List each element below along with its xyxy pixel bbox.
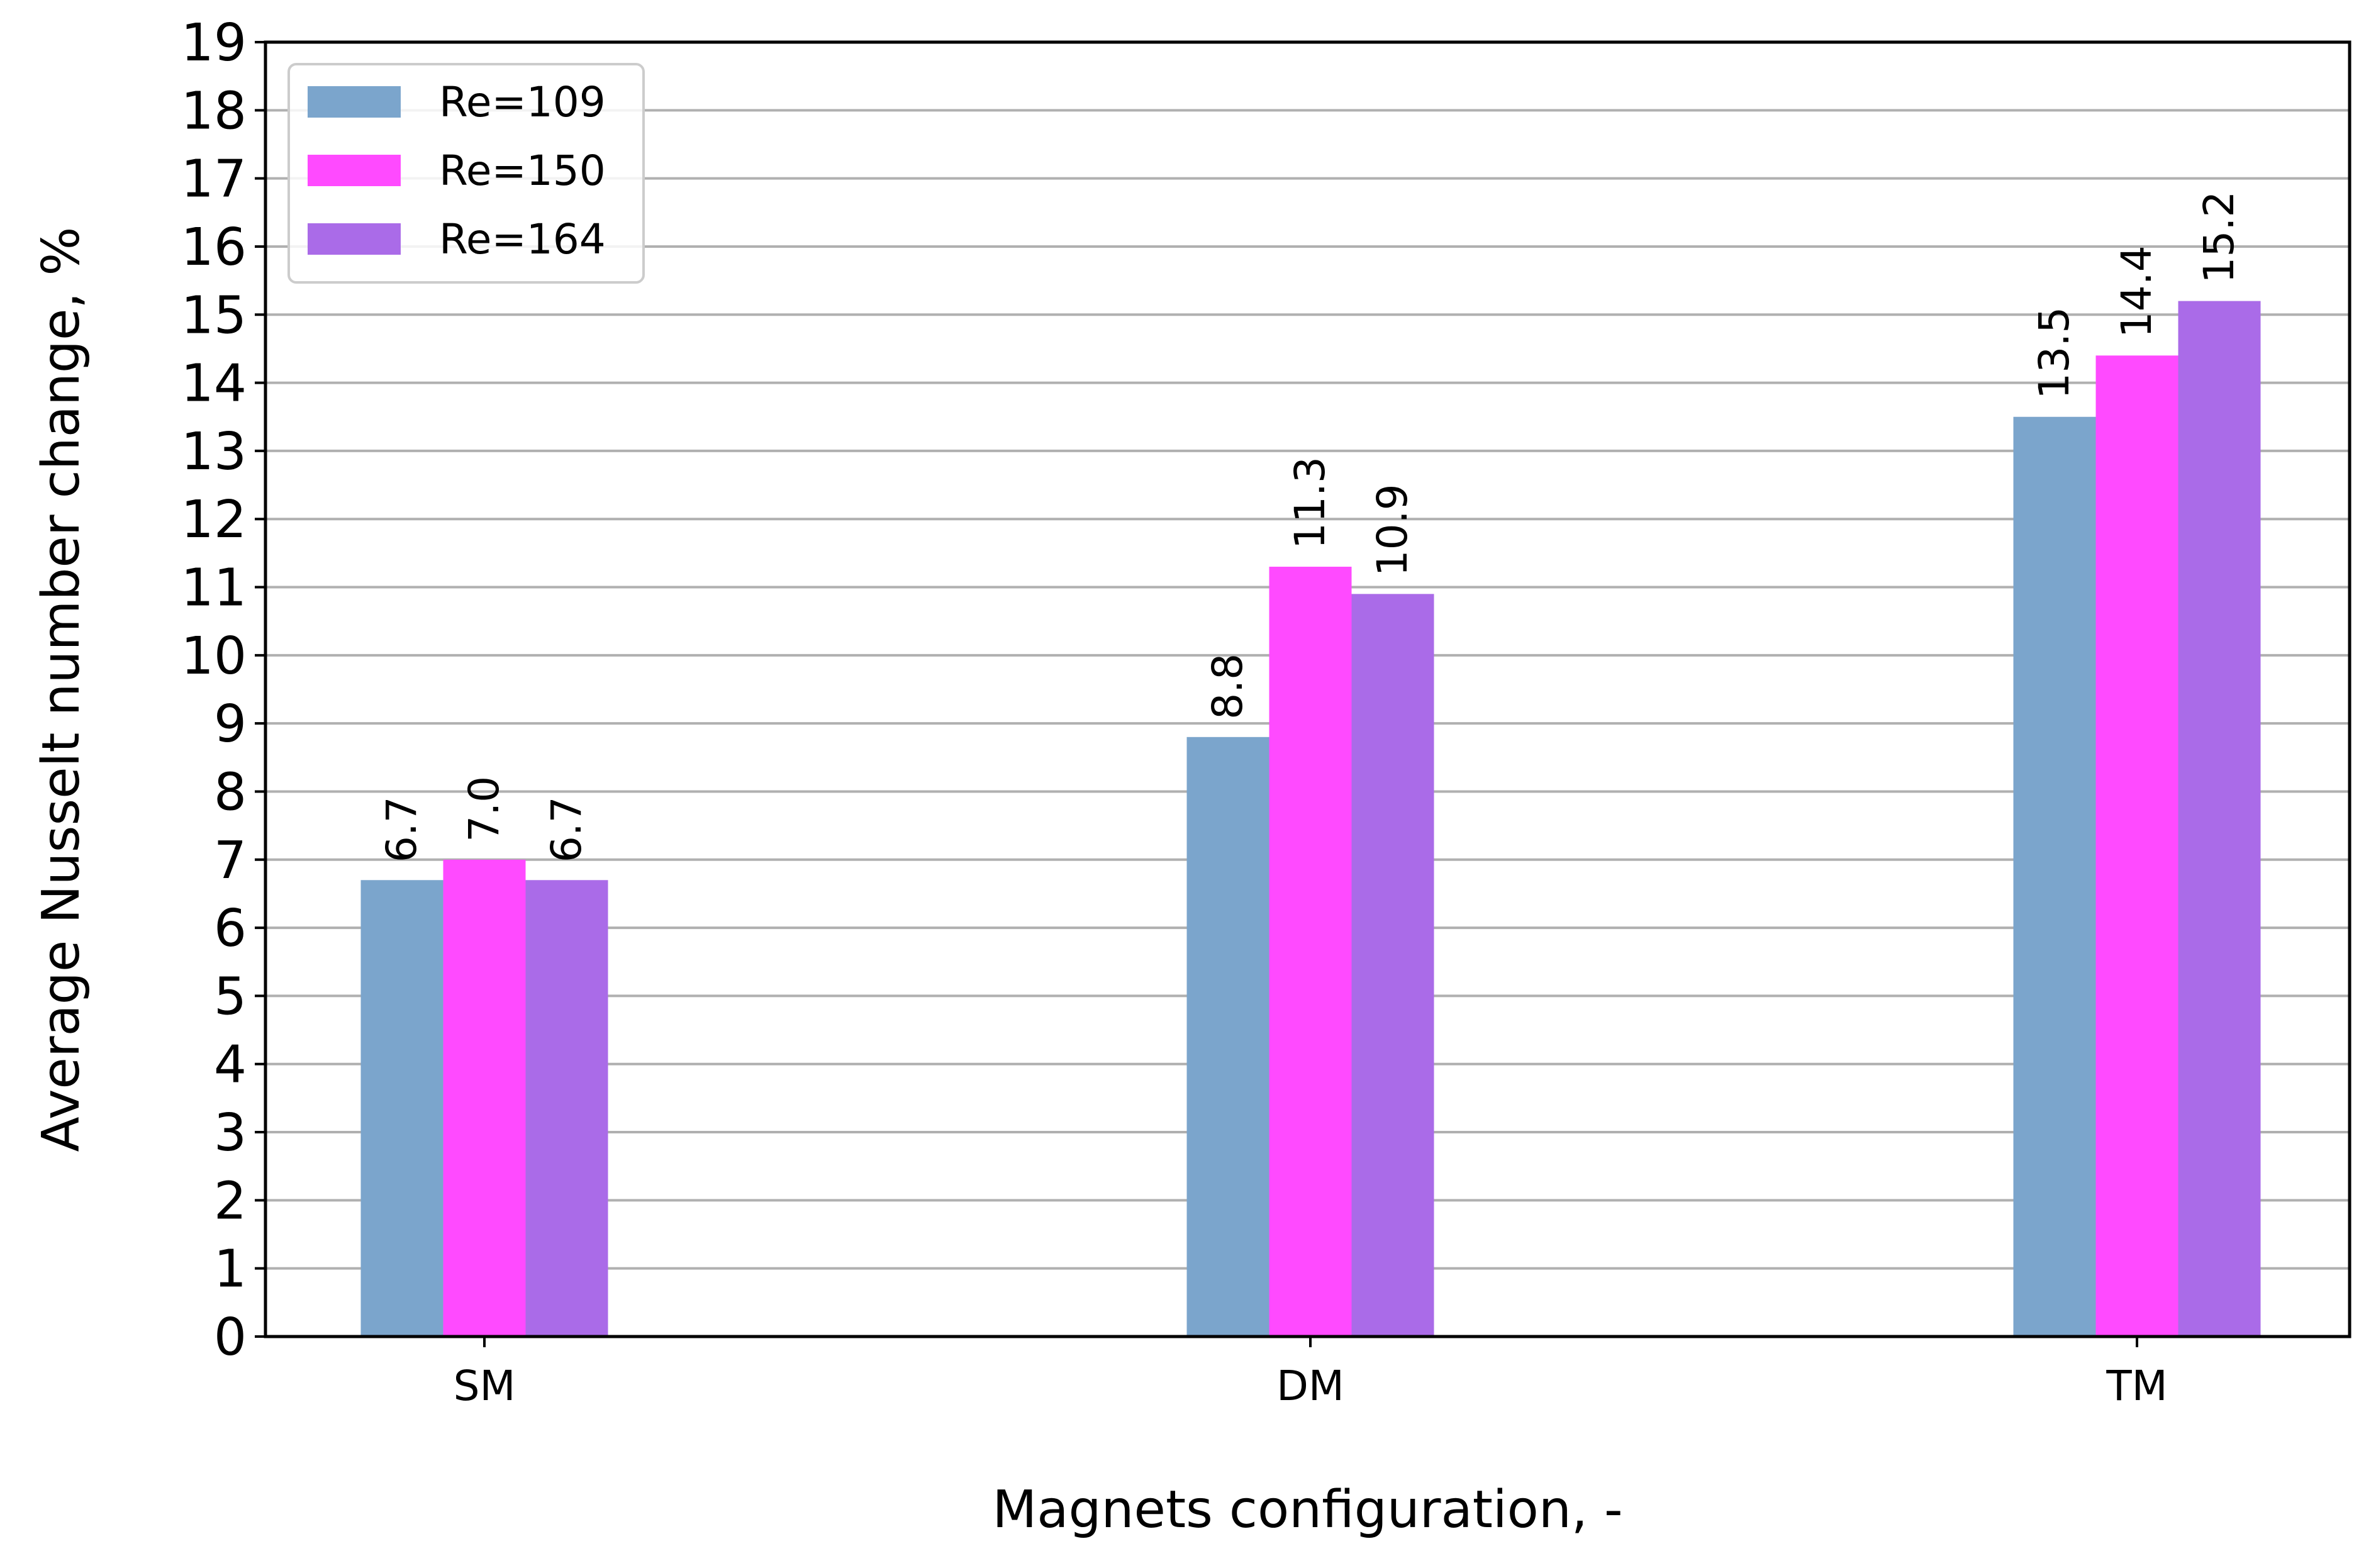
bar-re-164-tm bbox=[2178, 301, 2261, 1337]
legend-label: Re=109 bbox=[439, 78, 606, 126]
legend-label: Re=164 bbox=[439, 215, 606, 264]
bars-group bbox=[360, 301, 2261, 1337]
bar-value-labels: 6.7 8.8 13.5 7.0 11.3 14.4 6.7 10.9 15.2 bbox=[377, 191, 2243, 863]
y-tick-label: 0 bbox=[214, 1308, 247, 1367]
plot-frame bbox=[264, 40, 2351, 1338]
bar-value-label: 8.8 bbox=[1203, 653, 1252, 720]
bar-re-109-dm bbox=[1186, 737, 1269, 1337]
x-axis-title: Magnets configuration, - bbox=[992, 1480, 1622, 1540]
y-tick-label: 5 bbox=[214, 967, 247, 1026]
bar-value-label: 11.3 bbox=[1286, 457, 1334, 549]
y-tick-label: 7 bbox=[214, 831, 247, 891]
y-tick-label: 12 bbox=[181, 490, 247, 550]
y-tick-label: 18 bbox=[181, 81, 247, 141]
bar-value-label: 6.7 bbox=[542, 796, 591, 862]
x-tick-label-dm: DM bbox=[1276, 1362, 1344, 1410]
legend-swatch bbox=[308, 86, 401, 118]
bar-value-label: 14.4 bbox=[2112, 245, 2161, 338]
bar-value-label: 10.9 bbox=[1368, 484, 1417, 576]
bar-value-label: 15.2 bbox=[2195, 191, 2243, 284]
bar-re-150-tm bbox=[2095, 355, 2179, 1337]
y-tick-label: 14 bbox=[181, 354, 247, 414]
y-tick-label: 11 bbox=[181, 559, 247, 618]
y-tick-label: 10 bbox=[181, 626, 247, 686]
y-tick-label: 9 bbox=[214, 694, 247, 754]
y-tick-label: 2 bbox=[214, 1171, 247, 1231]
y-tick-label: 15 bbox=[181, 286, 247, 345]
y-tick-label: 1 bbox=[214, 1240, 247, 1299]
y-tick-label: 3 bbox=[214, 1103, 247, 1163]
x-axis: SM DM TM bbox=[454, 1337, 2168, 1410]
y-tick-label: 19 bbox=[181, 13, 247, 73]
bar-re-150-dm bbox=[1269, 567, 1352, 1337]
legend-swatch bbox=[308, 155, 401, 186]
y-tick-label: 8 bbox=[214, 762, 247, 822]
y-axis-title: Average Nusselt number change, % bbox=[31, 227, 91, 1152]
y-tick-label: 13 bbox=[181, 422, 247, 482]
x-tick-label-sm: SM bbox=[454, 1362, 516, 1410]
legend-label: Re=150 bbox=[439, 147, 606, 195]
y-tick-label: 16 bbox=[181, 218, 247, 277]
y-tick-label: 6 bbox=[214, 899, 247, 959]
legend: Re=109 Re=150 Re=164 bbox=[287, 63, 645, 284]
bar-re-150-sm bbox=[443, 859, 526, 1337]
bar-re-109-tm bbox=[2013, 416, 2096, 1337]
bar-re-164-dm bbox=[1351, 594, 1434, 1337]
bar-value-label: 13.5 bbox=[2030, 307, 2078, 399]
y-tick-label: 4 bbox=[214, 1035, 247, 1095]
bar-re-164-sm bbox=[525, 880, 608, 1337]
bar-re-109-sm bbox=[360, 880, 444, 1337]
legend-swatch bbox=[308, 223, 401, 255]
y-tick-label: 17 bbox=[181, 150, 247, 209]
bar-value-label: 7.0 bbox=[460, 776, 508, 842]
x-tick-label-tm: TM bbox=[2106, 1362, 2167, 1410]
bar-value-label: 6.7 bbox=[377, 796, 426, 862]
